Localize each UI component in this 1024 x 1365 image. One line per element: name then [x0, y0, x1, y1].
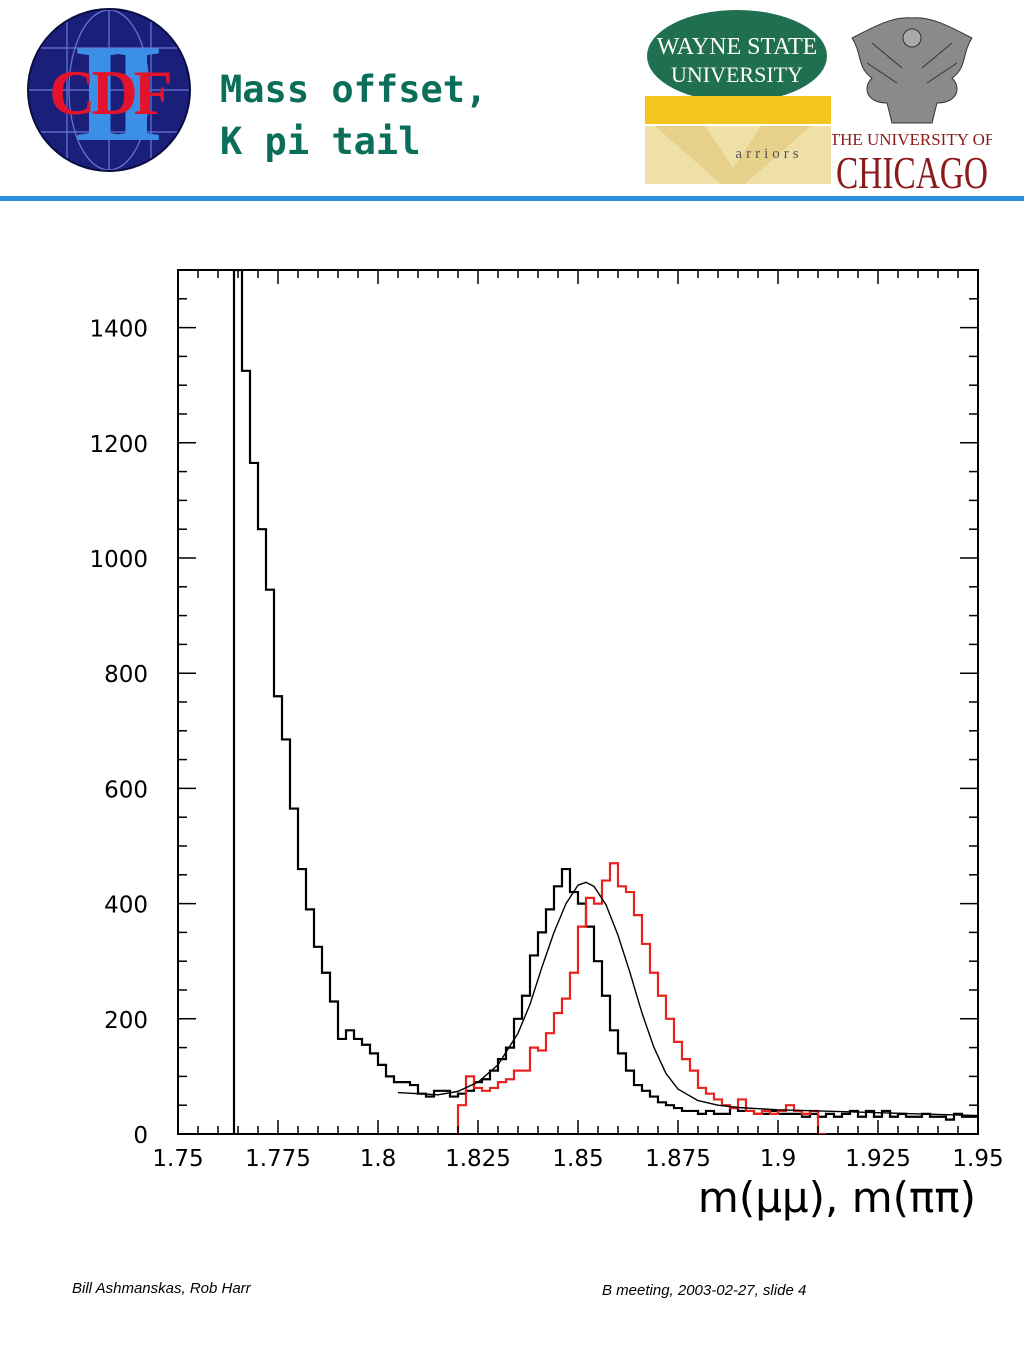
phoenix-icon: [851, 17, 973, 124]
plot-frame: [177, 269, 979, 1135]
wayne-state-logo: WAYNE STATE UNIVERSITY arriors: [645, 8, 831, 184]
footer-meeting: B meeting, 2003-02-27, slide 4: [602, 1282, 807, 1299]
x-tick-label: 1.925: [845, 1146, 911, 1172]
y-tick-label: 1400: [89, 317, 148, 343]
x-tick-label: 1.9: [760, 1146, 797, 1172]
fit-curve: [397, 881, 978, 1117]
x-axis-label: m(μμ), m(ππ): [698, 1173, 976, 1222]
slide-title-line1: Mass offset,: [220, 68, 488, 111]
uchicago-logo: THE UNIVERSITY OF CHICAGO: [832, 17, 992, 193]
x-tick-label: 1.825: [445, 1146, 511, 1172]
x-tick-label: 1.75: [152, 1146, 203, 1172]
y-tick-label: 0: [133, 1123, 148, 1149]
footer-authors: Bill Ashmanskas, Rob Harr: [72, 1280, 251, 1297]
x-tick-label: 1.875: [645, 1146, 711, 1172]
y-tick-label: 800: [104, 662, 148, 688]
y-tick-label: 1000: [89, 547, 148, 573]
header-divider: [0, 196, 1024, 201]
x-tick-label: 1.85: [552, 1146, 603, 1172]
uc-line2: CHICAGO: [836, 147, 988, 193]
histogram-series-2: [456, 862, 826, 1134]
slide-title: Mass offset, K pi tail: [220, 64, 487, 168]
y-tick-label: 200: [104, 1008, 148, 1034]
mass-histogram-chart: 1.75 1.775 1.8 1.825 1.85 1.875 1.9 1.925 1.95 0 2…: [89, 269, 1004, 1222]
uc-line1: THE UNIVERSITY OF: [832, 130, 992, 149]
histogram-series-1: [232, 270, 978, 1134]
wsu-tagline: arriors: [735, 146, 802, 162]
x-tick-label: 1.775: [245, 1146, 311, 1172]
cdf-logo: II CDF: [27, 8, 191, 172]
x-tick-label: 1.8: [360, 1146, 397, 1172]
y-tick-label: 400: [104, 893, 148, 919]
slide-title-line2: K pi tail: [220, 120, 421, 163]
y-tick-label: 1200: [89, 432, 148, 458]
cdf-letters: CDF: [49, 57, 170, 128]
wsu-line2: UNIVERSITY: [671, 62, 803, 87]
y-tick-label: 600: [104, 777, 148, 803]
x-tick-label: 1.95: [952, 1146, 1003, 1172]
wsu-line1: WAYNE STATE: [657, 34, 818, 60]
